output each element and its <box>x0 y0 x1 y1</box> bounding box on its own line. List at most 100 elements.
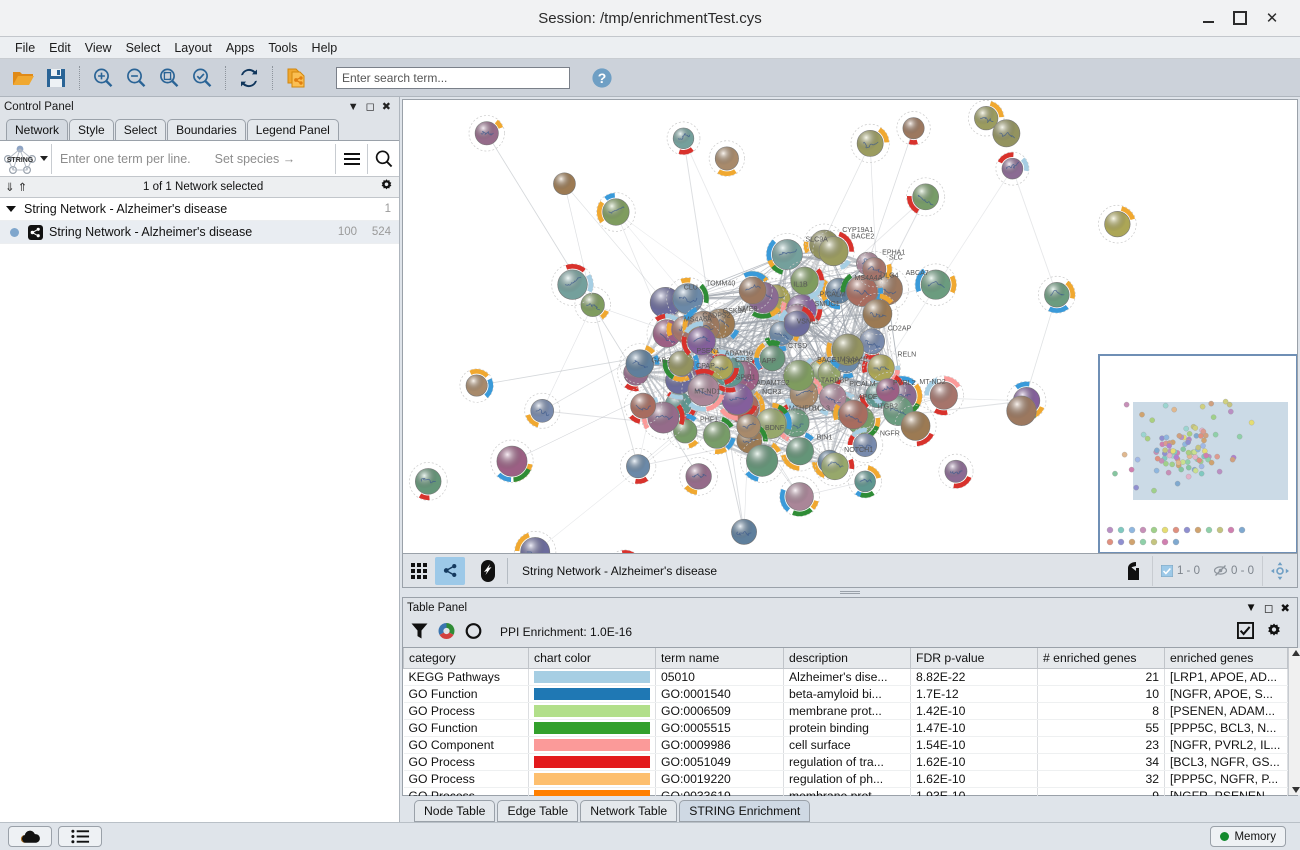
birds-eye-view[interactable] <box>1098 354 1297 553</box>
tab-boundaries[interactable]: Boundaries <box>167 119 246 140</box>
maximize-icon[interactable]: ◻ <box>1263 602 1274 615</box>
refresh-icon[interactable] <box>234 63 264 93</box>
minimize-button[interactable] <box>1192 4 1224 32</box>
svg-text:CADPS2: CADPS2 <box>702 313 730 320</box>
chevron-down-icon[interactable]: ▼ <box>347 100 359 113</box>
svg-text:RELN: RELN <box>897 352 916 359</box>
col-description[interactable]: description <box>783 648 911 669</box>
network-view-icon[interactable] <box>435 556 465 585</box>
string-term-input[interactable]: Enter one term per line. Set species → <box>52 142 335 176</box>
menu-tools[interactable]: Tools <box>268 40 298 55</box>
col-term-name[interactable]: term name <box>655 648 784 669</box>
menu-layout[interactable]: Layout <box>174 40 212 55</box>
hamburger-icon[interactable] <box>336 142 367 176</box>
col-fdr-pvalue[interactable]: FDR p-value <box>910 648 1038 669</box>
network-selection-bar: ⇓ ⇑ 1 of 1 Network selected <box>0 177 399 198</box>
cell-enriched-count: 21 <box>1037 668 1165 686</box>
col-enriched-genes[interactable]: enriched genes <box>1164 648 1288 669</box>
network-graph[interactable]: MT-ND2 MT-ND1 VSNL1 GAB2 ITGB2 IL1B NCR3 CLU NME… <box>403 100 1297 554</box>
cell-fdr-pvalue: 1.54E-10 <box>910 736 1038 754</box>
table-row[interactable]: GO Function GO:0005515 protein binding 1.47… <box>403 719 1288 737</box>
cell-enriched-count: 8 <box>1037 702 1165 720</box>
cloud-icon[interactable] <box>8 826 52 847</box>
export-network-icon[interactable] <box>281 63 311 93</box>
control-panel-tabs: Network Style Select Boundaries Legend P… <box>0 116 399 140</box>
help-icon[interactable]: ? <box>587 63 617 93</box>
menu-file[interactable]: File <box>15 40 36 55</box>
grid-view-icon[interactable] <box>405 557 435 585</box>
cell-term-name: GO:0019220 <box>655 770 784 788</box>
scroll-up-icon[interactable] <box>1292 650 1300 656</box>
open-folder-icon[interactable] <box>8 63 38 93</box>
table-row[interactable]: GO Function GO:0001540 beta-amyloid bi... 1… <box>403 685 1288 703</box>
svg-text:BCL3: BCL3 <box>812 405 830 412</box>
donut-chart-icon[interactable] <box>438 622 455 643</box>
annotation-icon[interactable] <box>473 557 503 585</box>
cell-description: protein binding <box>783 719 911 737</box>
zoom-in-icon[interactable] <box>88 63 118 93</box>
ppi-enrichment-text: PPI Enrichment: 1.0E-16 <box>500 625 633 639</box>
double-chevron-down-icon[interactable]: ⇓ <box>5 182 15 194</box>
chevron-down-icon[interactable]: ▼ <box>1245 601 1257 614</box>
list-icon[interactable] <box>58 826 102 847</box>
tab-string-enrichment[interactable]: STRING Enrichment <box>679 800 811 822</box>
cell-enriched-count: 23 <box>1037 736 1165 754</box>
close-icon[interactable]: ✖ <box>1280 602 1290 615</box>
selected-nodes-count[interactable]: 1 - 0 <box>1155 564 1206 577</box>
expand-triangle-icon[interactable] <box>6 206 16 212</box>
scroll-down-icon[interactable] <box>1292 787 1300 793</box>
vertical-splitter[interactable] <box>400 588 1300 597</box>
save-icon[interactable] <box>41 63 71 93</box>
table-row[interactable]: GO Component GO:0009986 cell surface 1.54E-… <box>403 736 1288 754</box>
tab-node-table[interactable]: Node Table <box>414 800 496 822</box>
menu-help[interactable]: Help <box>311 40 338 55</box>
gear-icon[interactable] <box>379 178 394 196</box>
menu-edit[interactable]: Edit <box>49 40 71 55</box>
set-species-link[interactable]: Set species → <box>214 151 296 166</box>
memory-status-button[interactable]: Memory <box>1210 826 1286 847</box>
fit-content-icon[interactable] <box>1265 557 1295 585</box>
menu-select[interactable]: Select <box>125 40 161 55</box>
color-swatch <box>534 721 650 734</box>
svg-text:?: ? <box>598 70 607 86</box>
string-dropdown-caret[interactable] <box>40 156 48 161</box>
menu-apps[interactable]: Apps <box>225 40 255 55</box>
col-category[interactable]: category <box>403 648 529 669</box>
close-button[interactable]: ✕ <box>1265 10 1279 27</box>
maximize-icon[interactable]: ◻ <box>365 101 375 113</box>
table-row[interactable]: GO Process GO:0019220 regulation of ph... 1… <box>403 770 1288 788</box>
table-panel-tools: PPI Enrichment: 1.0E-16 <box>403 617 1297 647</box>
cell-description: membrane prot... <box>783 702 911 720</box>
zoom-fit-icon[interactable] <box>154 63 184 93</box>
col-enriched-count[interactable]: # enriched genes <box>1037 648 1165 669</box>
select-all-checkbox-icon[interactable] <box>1237 622 1254 642</box>
filter-icon[interactable] <box>411 622 428 643</box>
network-tree-item[interactable]: String Network - Alzheimer's disease 100… <box>0 221 399 244</box>
maximize-button[interactable] <box>1224 4 1256 32</box>
tab-network[interactable]: Network <box>6 119 69 140</box>
tab-select[interactable]: Select <box>114 119 167 140</box>
tab-edge-table[interactable]: Edge Table <box>497 800 579 822</box>
table-row[interactable]: GO Process GO:0051049 regulation of tra...… <box>403 753 1288 771</box>
tab-network-table[interactable]: Network Table <box>580 800 678 822</box>
close-icon[interactable]: ✖ <box>381 101 391 113</box>
col-chart-color[interactable]: chart color <box>528 648 656 669</box>
network-view-canvas[interactable]: MT-ND2 MT-ND1 VSNL1 GAB2 ITGB2 IL1B NCR3 CLU NME… <box>402 99 1298 554</box>
tab-style[interactable]: Style <box>69 119 114 140</box>
zoom-selected-icon[interactable] <box>187 63 217 93</box>
gear-icon[interactable] <box>1265 622 1283 643</box>
hidden-edges-count[interactable]: 0 - 0 <box>1208 564 1260 577</box>
export-image-icon[interactable] <box>1120 557 1150 585</box>
zoom-out-icon[interactable] <box>121 63 151 93</box>
double-chevron-up-icon[interactable]: ⇑ <box>17 182 28 194</box>
table-vertical-scrollbar[interactable] <box>1288 648 1300 795</box>
table-row[interactable]: KEGG Pathways 05010 Alzheimer's dise... 8.8… <box>403 668 1288 686</box>
search-icon[interactable] <box>368 142 399 176</box>
table-row[interactable]: GO Process GO:0006509 membrane prot... 1.42… <box>403 702 1288 720</box>
network-tree-root[interactable]: String Network - Alzheimer's disease 1 <box>0 198 399 221</box>
tab-legend-panel[interactable]: Legend Panel <box>246 119 339 140</box>
ring-icon[interactable] <box>465 622 482 643</box>
table-panel-title: Table Panel <box>407 601 468 614</box>
menu-view[interactable]: View <box>84 40 112 55</box>
search-input[interactable]: Enter search term... <box>336 66 570 89</box>
